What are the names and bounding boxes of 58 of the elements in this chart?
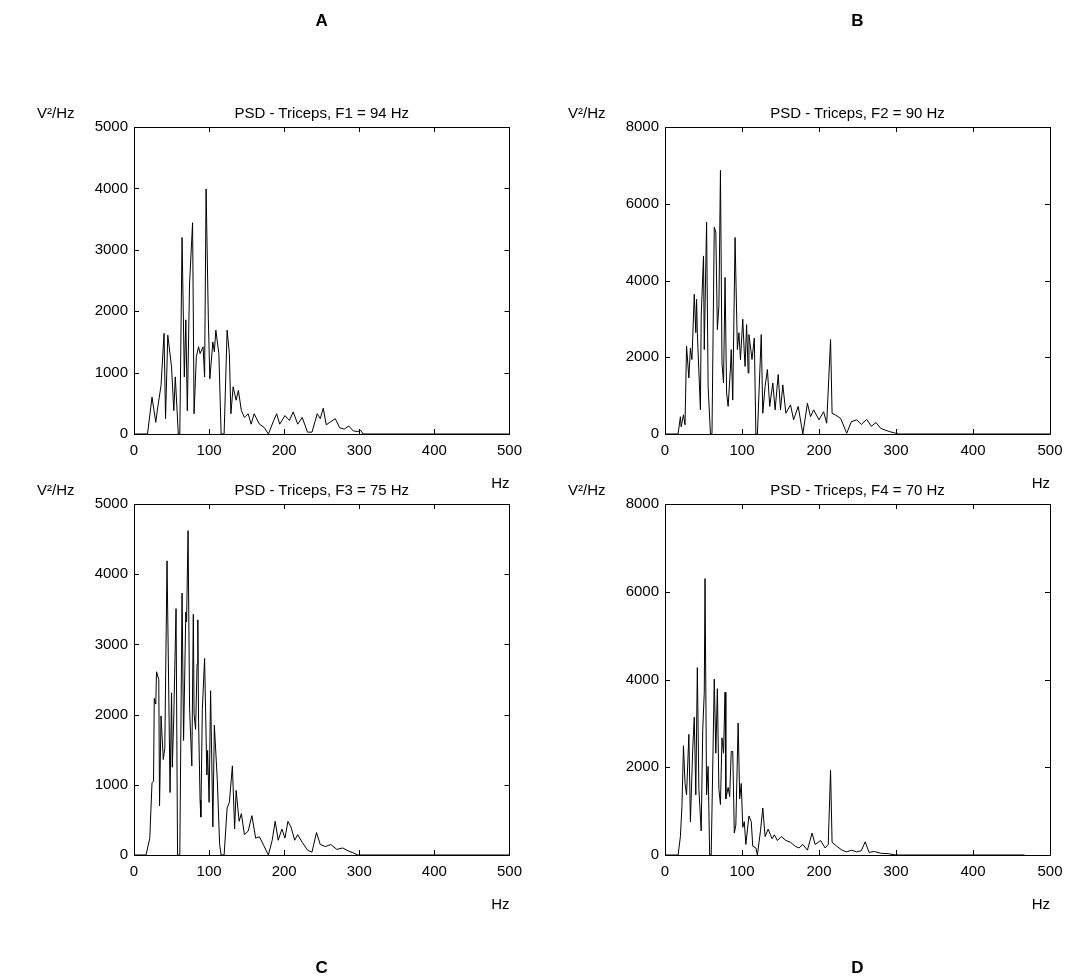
y-tick-label: 2000 bbox=[94, 704, 128, 722]
text: B bbox=[851, 11, 864, 30]
x-tick-label: 200 bbox=[806, 862, 832, 880]
x-tick-label: 300 bbox=[346, 441, 372, 459]
y-tick-label: 6000 bbox=[625, 581, 659, 599]
y-tick-label: 1000 bbox=[94, 362, 128, 380]
x-tick-label: 300 bbox=[883, 441, 909, 459]
x-tick-label: 100 bbox=[196, 862, 222, 880]
chart-title: PSD - Triceps, F2 = 90 Hz bbox=[770, 104, 945, 121]
y-tick-label: 4000 bbox=[625, 669, 659, 687]
y-tick-label: 0 bbox=[650, 424, 659, 442]
y-tick-label: 2000 bbox=[625, 347, 659, 365]
x-tick-label: 100 bbox=[729, 862, 755, 880]
y-tick-label: 3000 bbox=[94, 239, 128, 257]
chart-title: PSD - Triceps, F3 = 75 Hz bbox=[234, 481, 410, 498]
y-tick-label: 8000 bbox=[625, 494, 659, 512]
x-axis-title: Hz bbox=[1031, 895, 1050, 912]
chart-title: PSD - Triceps, F1 = 94 Hz bbox=[234, 104, 410, 121]
text: A bbox=[315, 11, 328, 30]
text: C bbox=[315, 958, 328, 977]
x-tick-label: 400 bbox=[421, 862, 447, 880]
y-tick-label: 0 bbox=[119, 845, 128, 863]
x-axis-title: Hz bbox=[491, 895, 510, 912]
x-tick-label: 100 bbox=[729, 441, 755, 459]
y-axis-title: V²/Hz bbox=[568, 104, 606, 121]
x-tick-label: 500 bbox=[1037, 862, 1063, 880]
y-tick-label: 0 bbox=[650, 845, 659, 863]
y-tick-label: 5000 bbox=[94, 494, 128, 512]
x-tick-label: 100 bbox=[196, 441, 222, 459]
x-tick-label: 500 bbox=[496, 441, 522, 459]
y-tick-label: 0 bbox=[119, 424, 128, 442]
y-axis-title: V²/Hz bbox=[37, 104, 75, 121]
x-tick-label: 200 bbox=[806, 441, 832, 459]
text: D bbox=[851, 958, 864, 977]
y-axis-title: V²/Hz bbox=[37, 481, 75, 498]
y-tick-label: 4000 bbox=[94, 564, 128, 582]
x-tick-label: 400 bbox=[960, 441, 986, 459]
x-tick-label: 400 bbox=[421, 441, 447, 459]
y-tick-label: 4000 bbox=[94, 178, 128, 196]
x-tick-label: 400 bbox=[960, 862, 986, 880]
y-tick-label: 8000 bbox=[625, 117, 659, 135]
y-tick-label: 5000 bbox=[94, 117, 128, 135]
x-tick-label: 200 bbox=[271, 862, 297, 880]
x-tick-label: 300 bbox=[346, 862, 372, 880]
y-tick-label: 6000 bbox=[625, 193, 659, 211]
x-tick-label: 200 bbox=[271, 441, 297, 459]
x-axis-title: Hz bbox=[491, 474, 510, 491]
y-tick-label: 4000 bbox=[625, 270, 659, 288]
y-tick-label: 3000 bbox=[94, 634, 128, 652]
chart-title: PSD - Triceps, F4 = 70 Hz bbox=[770, 481, 945, 498]
x-tick-label: 500 bbox=[1037, 441, 1063, 459]
x-axis-title: Hz bbox=[1031, 474, 1050, 491]
y-tick-label: 2000 bbox=[94, 301, 128, 319]
x-tick-label: 300 bbox=[883, 862, 909, 880]
y-axis-title: V²/Hz bbox=[568, 481, 606, 498]
y-tick-label: 1000 bbox=[94, 774, 128, 792]
x-tick-label: 500 bbox=[496, 862, 522, 880]
y-tick-label: 2000 bbox=[625, 757, 659, 775]
